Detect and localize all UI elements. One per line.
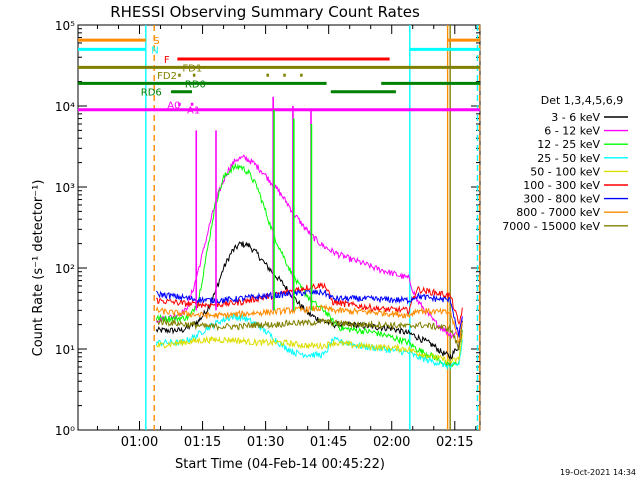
series-line xyxy=(155,334,463,364)
series-line xyxy=(155,288,463,338)
chart-title: RHESSI Observing Summary Count Rates xyxy=(110,3,420,21)
flag-bar-label: FD1 xyxy=(182,63,202,74)
legend-entry-label: 25 - 50 keV xyxy=(537,152,600,165)
spike-lines xyxy=(195,96,313,311)
legend-entry-label: 300 - 800 keV xyxy=(523,193,600,206)
series-line xyxy=(155,317,463,351)
series-line xyxy=(155,303,463,344)
flag-bar-label: A1 xyxy=(187,106,200,117)
y-tick-label: 10¹ xyxy=(55,343,75,357)
legend-entry-label: 12 - 25 keV xyxy=(537,138,600,151)
y-tick-label: 10⁰ xyxy=(55,424,75,438)
y-tick-label: 10⁴ xyxy=(55,100,75,114)
legend-entry-label: 3 - 6 keV xyxy=(551,111,600,124)
legend-entry-label: 50 - 100 keV xyxy=(530,165,600,178)
series-line xyxy=(155,154,463,339)
flag-bar-label: F xyxy=(164,55,170,66)
footer-date: 19-Oct-2021 14:34 xyxy=(560,468,636,477)
series-line xyxy=(155,241,463,360)
y-tick-label: 10⁵ xyxy=(55,19,75,33)
x-tick-label: 02:00 xyxy=(373,435,410,450)
x-tick-label: 02:15 xyxy=(436,435,473,450)
legend-entry-label: 6 - 12 keV xyxy=(544,125,600,138)
series-line xyxy=(155,162,463,370)
x-tick-label: 01:15 xyxy=(184,435,221,450)
series-line xyxy=(155,313,463,371)
legend-entry-label: 800 - 7000 keV xyxy=(516,206,600,219)
y-tick-label: 10³ xyxy=(55,181,75,195)
plot-frame xyxy=(77,24,481,431)
flag-bar-label: RD0 xyxy=(185,79,206,90)
flag-bar-label: FD2 xyxy=(157,71,177,82)
plot-area-border xyxy=(77,24,481,431)
y-axis-ticks: 10⁰ 10¹ 10² 10³ 10⁴ 10⁵ xyxy=(55,19,480,438)
y-axis-label: Count Rate (s⁻¹ detector⁻¹) xyxy=(31,180,46,357)
x-tick-label: 01:00 xyxy=(121,435,158,450)
flag-bars: SNF FD1 FD2 RD0 RD6 A0 A1 xyxy=(78,36,480,117)
series-line xyxy=(156,282,463,326)
legend-entry-label: 7000 - 15000 keV xyxy=(502,220,600,233)
x-tick-label: 01:45 xyxy=(310,435,347,450)
flag-bar-label: N xyxy=(151,45,158,56)
flag-bar-label: S xyxy=(153,36,159,47)
legend-entry-label: 100 - 300 keV xyxy=(523,179,600,192)
x-axis-label: Start Time (04-Feb-14 00:45:22) xyxy=(175,457,385,472)
x-axis-ticks: 01:00 01:15 01:30 01:45 02:00 02:15 xyxy=(96,25,477,450)
x-tick-label: 01:30 xyxy=(247,435,284,450)
legend-title: Det 1,3,4,5,6,9 xyxy=(541,94,624,107)
flag-bar-label: A0 xyxy=(167,100,180,111)
flag-bar-label: RD6 xyxy=(141,88,162,99)
y-tick-label: 10² xyxy=(55,262,75,276)
series-lines xyxy=(155,154,463,371)
